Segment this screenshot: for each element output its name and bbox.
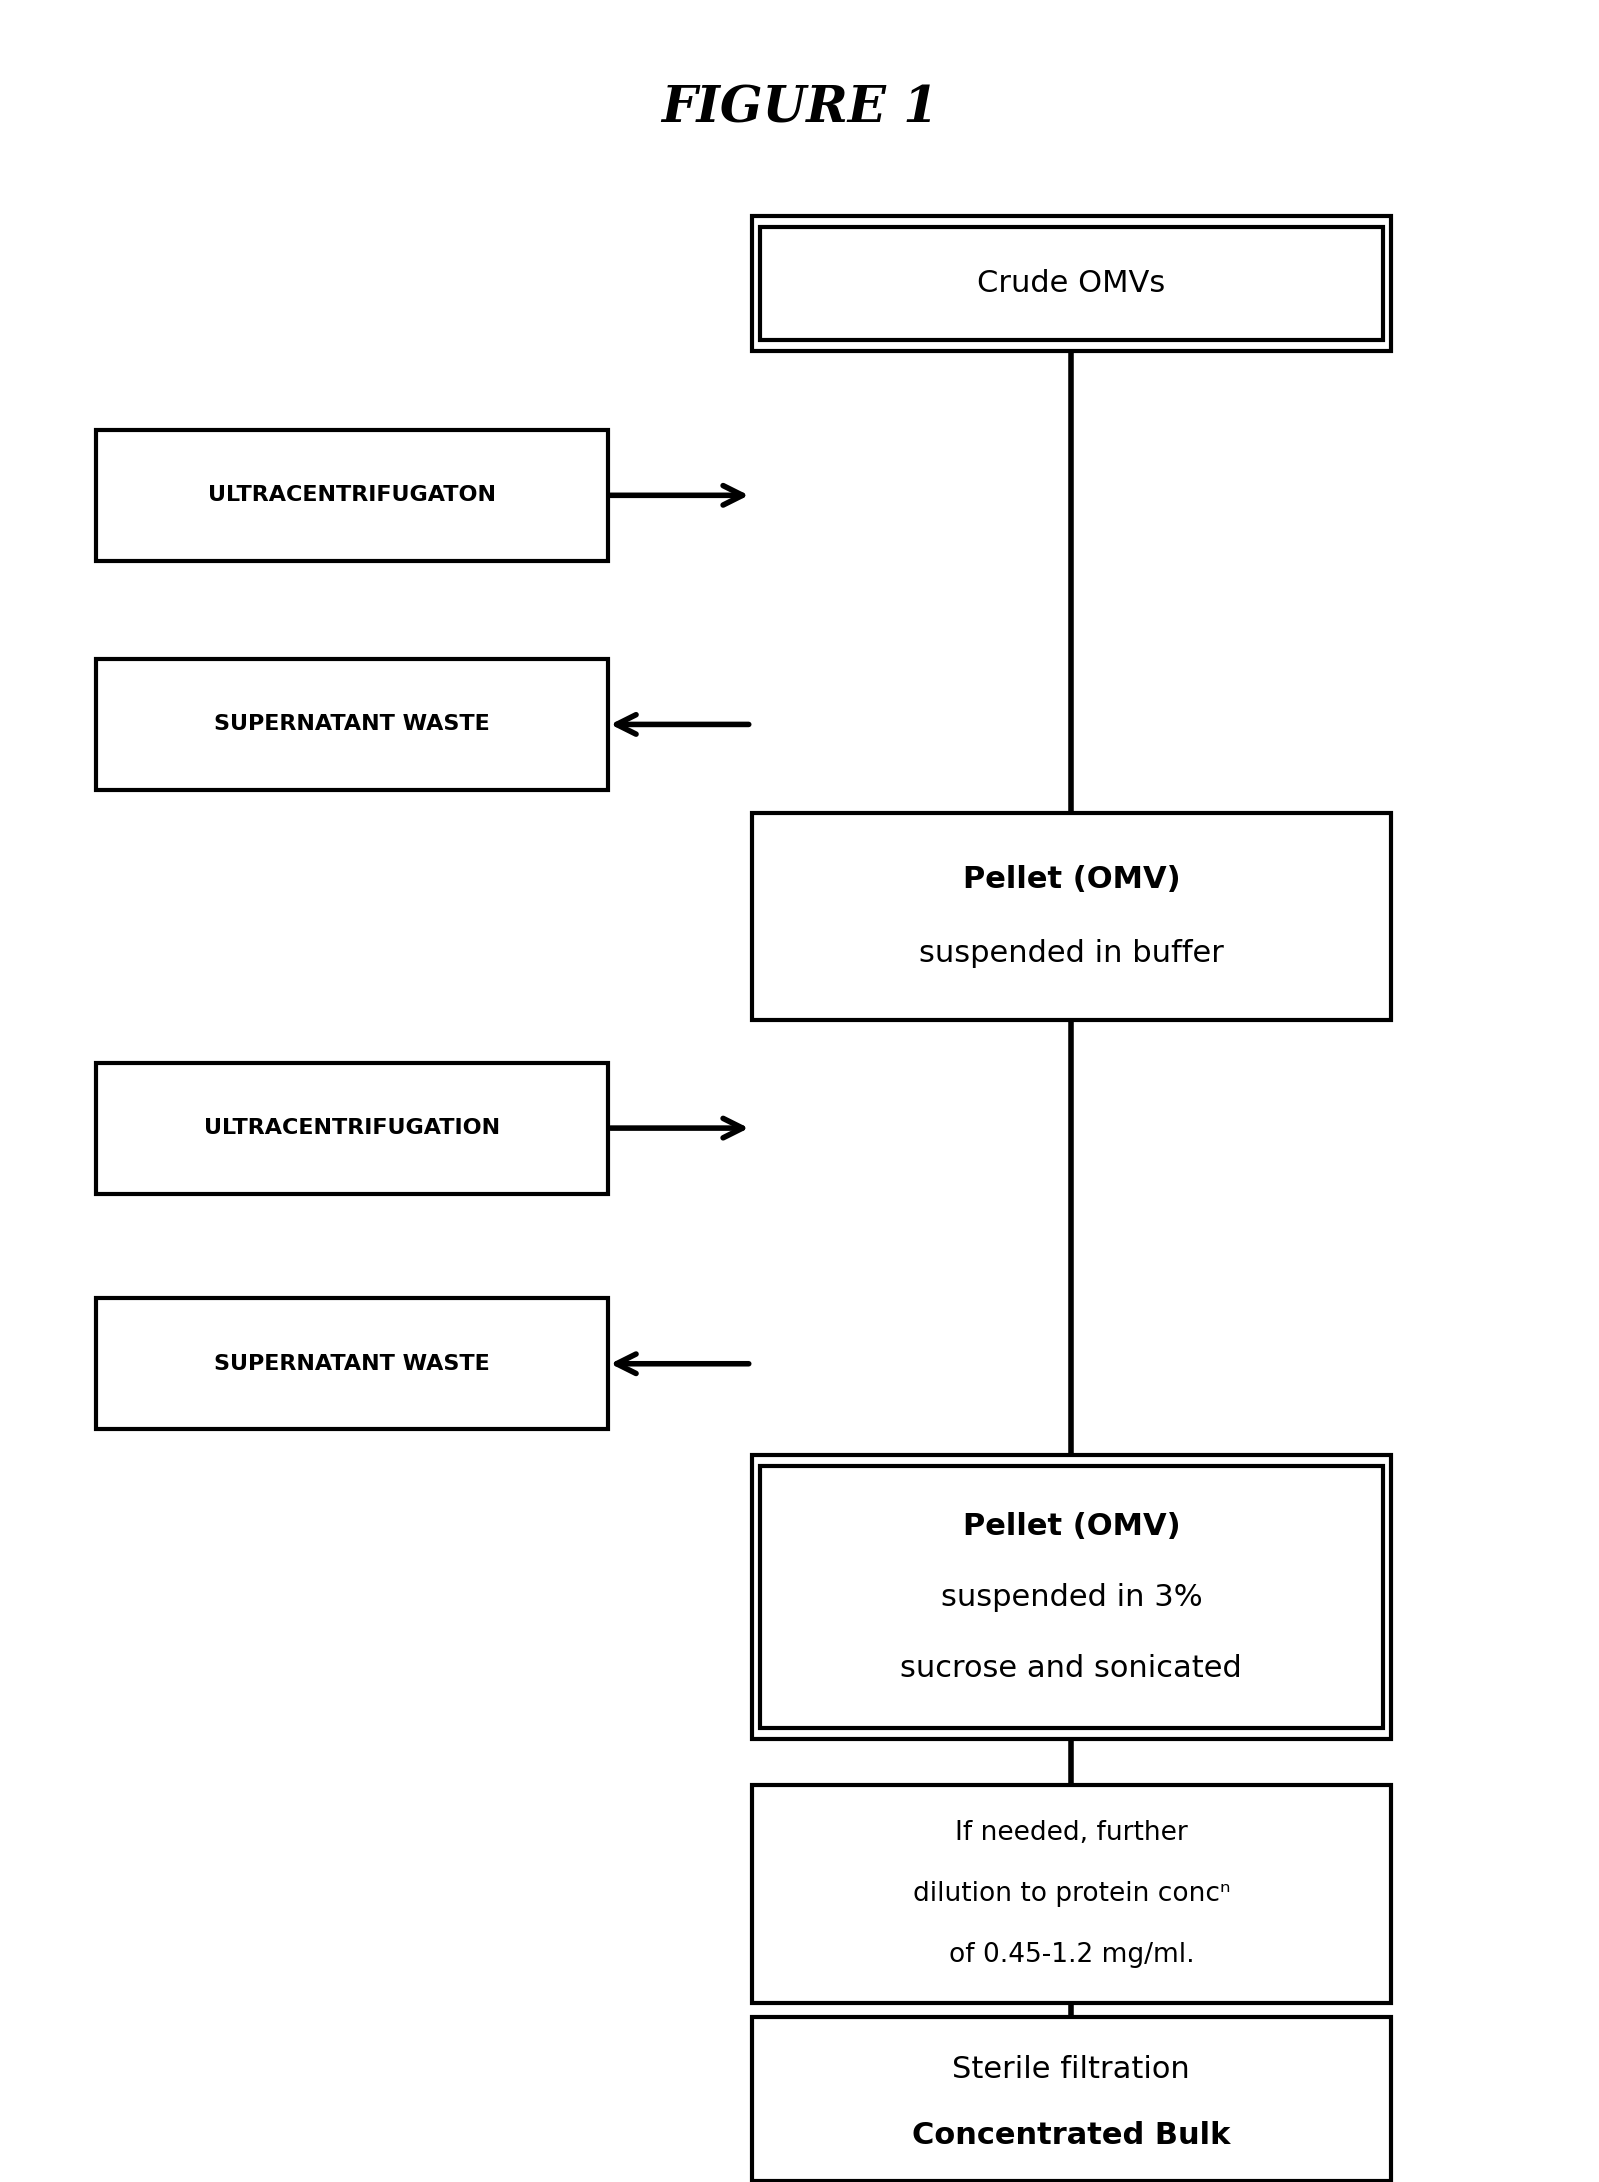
Bar xyxy=(96,659,608,790)
Text: sucrose and sonicated: sucrose and sonicated xyxy=(900,1654,1242,1682)
Text: FIGURE 1: FIGURE 1 xyxy=(660,85,939,133)
Bar xyxy=(96,430,608,561)
Bar xyxy=(752,1785,1391,2003)
Bar xyxy=(752,216,1391,351)
Text: Sterile filtration: Sterile filtration xyxy=(953,2055,1190,2084)
Bar xyxy=(752,2016,1391,2182)
Bar xyxy=(752,1455,1391,1739)
Text: SUPERNATANT WASTE: SUPERNATANT WASTE xyxy=(214,1353,489,1375)
Bar xyxy=(760,227,1383,340)
Text: of 0.45-1.2 mg/ml.: of 0.45-1.2 mg/ml. xyxy=(948,1942,1194,1968)
Bar xyxy=(96,1063,608,1194)
Text: dilution to protein concⁿ: dilution to protein concⁿ xyxy=(913,1881,1230,1907)
Text: If needed, further: If needed, further xyxy=(955,1820,1188,1846)
Text: Concentrated Bulk: Concentrated Bulk xyxy=(911,2121,1231,2149)
Text: suspended in 3%: suspended in 3% xyxy=(940,1582,1202,1612)
Bar xyxy=(760,1466,1383,1728)
Text: SUPERNATANT WASTE: SUPERNATANT WASTE xyxy=(214,714,489,735)
Text: Pellet (OMV): Pellet (OMV) xyxy=(963,1512,1180,1540)
Text: ULTRACENTRIFUGATION: ULTRACENTRIFUGATION xyxy=(203,1117,500,1139)
Text: suspended in buffer: suspended in buffer xyxy=(919,938,1223,969)
Text: Crude OMVs: Crude OMVs xyxy=(977,268,1166,299)
Text: ULTRACENTRIFUGATON: ULTRACENTRIFUGATON xyxy=(208,484,496,506)
Bar xyxy=(96,1298,608,1429)
Bar xyxy=(752,814,1391,1021)
Text: Pellet (OMV): Pellet (OMV) xyxy=(963,864,1180,895)
